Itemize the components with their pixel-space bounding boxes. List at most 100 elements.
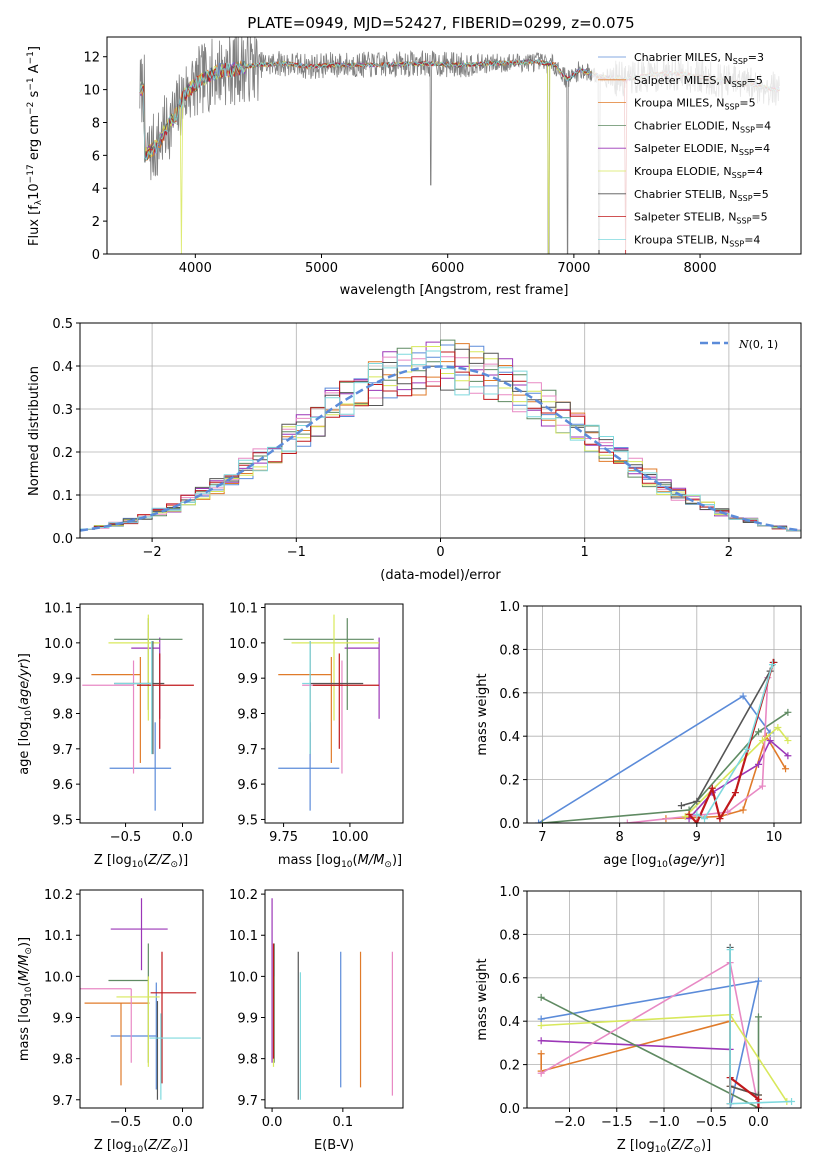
y-tick-label: 9.9 (52, 672, 73, 687)
mass-weight-line (541, 997, 758, 1108)
mass_weight_vs_age-plot-area (535, 659, 791, 827)
y-tick-label: 1.0 (499, 885, 520, 900)
x-axis-label: age [log10(age/yr)] (603, 853, 725, 870)
y-tick-label: 9.5 (52, 813, 73, 828)
y-tick-label: 10.1 (44, 602, 73, 617)
x-tick-label: 2 (725, 545, 733, 560)
y-tick-label: 10.0 (44, 970, 73, 985)
figure: PLATE=0949, MJD=52427, FIBERID=0299, z=0… (0, 0, 819, 1170)
x-tick-label: −0.5 (110, 830, 142, 845)
x-tick-label: 7 (538, 830, 546, 845)
x-tick-label: 10 (766, 830, 783, 845)
y-tick-label: 10.1 (229, 929, 258, 944)
y-tick-label: 0.4 (52, 360, 73, 375)
x-tick-label: 10.00 (331, 830, 368, 845)
mass-weight-line (539, 696, 771, 823)
x-tick-label: −1.0 (648, 1115, 680, 1130)
x-tick-label: 9 (693, 830, 701, 845)
x-tick-label: 8000 (684, 261, 717, 276)
x-axis-label: Z [log10(Z/Z⊙)] (617, 1138, 711, 1155)
y-tick-label: 0.8 (499, 643, 520, 658)
y-tick-label: 9.7 (237, 743, 258, 758)
y-tick-label: 9.6 (52, 778, 73, 793)
x-tick-label: 5000 (305, 261, 338, 276)
mass-weight-marker (788, 1098, 795, 1105)
y-tick-label: 9.9 (237, 672, 258, 687)
residuals-legend: N(0, 1) (700, 338, 778, 351)
y-tick-label: 0.5 (52, 317, 73, 332)
y-tick-label: 9.8 (52, 1053, 73, 1068)
mass-weight-marker (538, 994, 545, 1001)
x-tick-label: 0.0 (748, 1115, 769, 1130)
y-axis-label: Normed distribution (27, 366, 42, 496)
y-tick-label: 0.4 (499, 730, 520, 745)
y-tick-label: 1.0 (499, 600, 520, 615)
x-tick-label: 0.0 (172, 830, 193, 845)
mass-weight-line (541, 981, 758, 1108)
spectrum-legend: Chabrier MILES, NSSP=3 Salpeter MILES, NS… (592, 43, 797, 250)
x-tick-label: 9.75 (269, 830, 298, 845)
y-tick-label: 2 (92, 215, 100, 230)
y-tick-label: 9.7 (237, 1094, 258, 1109)
mass_vs_Z-panel: −0.5 0.09.79.89.910.010.110.2Z [log10(Z/Z… (17, 888, 203, 1155)
mass-weight-marker (782, 765, 789, 772)
mass-weight-line (542, 712, 788, 823)
x-tick-label: 0.0 (172, 1115, 193, 1130)
y-tick-label: 0 (92, 248, 100, 263)
y-tick-label: 8 (92, 116, 100, 131)
x-axis-label: mass [log10(M/M⊙)] (278, 853, 402, 870)
y-tick-label: 9.8 (237, 1053, 258, 1068)
y-tick-label: 9.7 (52, 1094, 73, 1109)
mass-weight-marker (755, 978, 762, 985)
y-axis-label: mass weight (475, 958, 490, 1040)
y-tick-label: 10.2 (44, 888, 73, 903)
y-tick-label: 10.0 (44, 637, 73, 652)
mass-weight-line (730, 950, 792, 1104)
mass-weight-marker (740, 806, 747, 813)
y-tick-label: 0.0 (499, 817, 520, 832)
x-tick-label: 4000 (179, 261, 212, 276)
y-tick-label: 9.9 (52, 1012, 73, 1027)
y-axis-label: mass [log10(M/M⊙)] (17, 937, 34, 1061)
mass-weight-marker (701, 815, 708, 822)
y-tick-label: 9.9 (237, 1012, 258, 1027)
x-tick-label: −1.5 (601, 1115, 633, 1130)
mass-weight-marker (755, 1013, 762, 1020)
y-axis-label: age [log10(age/yr)] (17, 653, 34, 775)
y-tick-label: 0.8 (499, 928, 520, 943)
y-tick-label: 10.1 (229, 602, 258, 617)
mass_vs_EBV-plot-area (272, 898, 392, 1100)
y-axis-label: Flux [fλ10−17 erg cm−2 s−1 A−1] (26, 46, 44, 246)
mass-weight-line (681, 662, 774, 805)
y-tick-label: 10.0 (229, 637, 258, 652)
x-tick-label: 6000 (431, 261, 464, 276)
mass-weight-marker (538, 1050, 545, 1057)
age_vs_mass-plot-area (278, 615, 379, 811)
x-tick-label: 8 (615, 830, 623, 845)
mass-weight-marker (727, 1100, 734, 1107)
mass-weight-line (541, 1021, 758, 1095)
y-tick-label: 4 (92, 182, 100, 197)
spectrum-panel: 4000 5000 6000 7000 8000024681012 Chabrier MI… (26, 32, 801, 298)
y-tick-label: 6 (92, 149, 100, 164)
x-tick-label: −0.5 (110, 1115, 142, 1130)
mass_vs_EBV-panel: 0.0 0.19.79.89.910.010.110.2E(B-V) (229, 888, 403, 1153)
y-tick-label: 0.2 (52, 446, 73, 461)
y-tick-label: 9.8 (52, 708, 73, 723)
legend-label: N(0, 1) (738, 338, 778, 351)
mass_weight_vs_Z-panel: −2.0 −1.5 −1.0 −0.5 0.0 0.0 0.2 0.4 0.6 0.8 1.0 mas… (475, 885, 801, 1155)
y-tick-label: 9.5 (237, 813, 258, 828)
axes-frame (80, 604, 203, 823)
mass-weight-marker (678, 802, 685, 809)
y-tick-label: 0.0 (499, 1102, 520, 1117)
y-tick-label: 10.2 (229, 888, 258, 903)
age_vs_Z-plot-area (82, 615, 194, 811)
x-tick-label: 7000 (557, 261, 590, 276)
y-axis-label: mass weight (475, 673, 490, 755)
x-tick-label: 0.1 (333, 1115, 354, 1130)
mass_weight_vs_age-panel: 7 8 9 10 0.0 0.2 0.4 0.6 0.8 1.0 mass weight age [l… (475, 600, 801, 870)
y-tick-label: 10.1 (44, 929, 73, 944)
mass-weight-marker (538, 1037, 545, 1044)
mass-weight-line (541, 963, 758, 1108)
x-axis-label: wavelength [Angstrom, rest frame] (340, 283, 569, 298)
